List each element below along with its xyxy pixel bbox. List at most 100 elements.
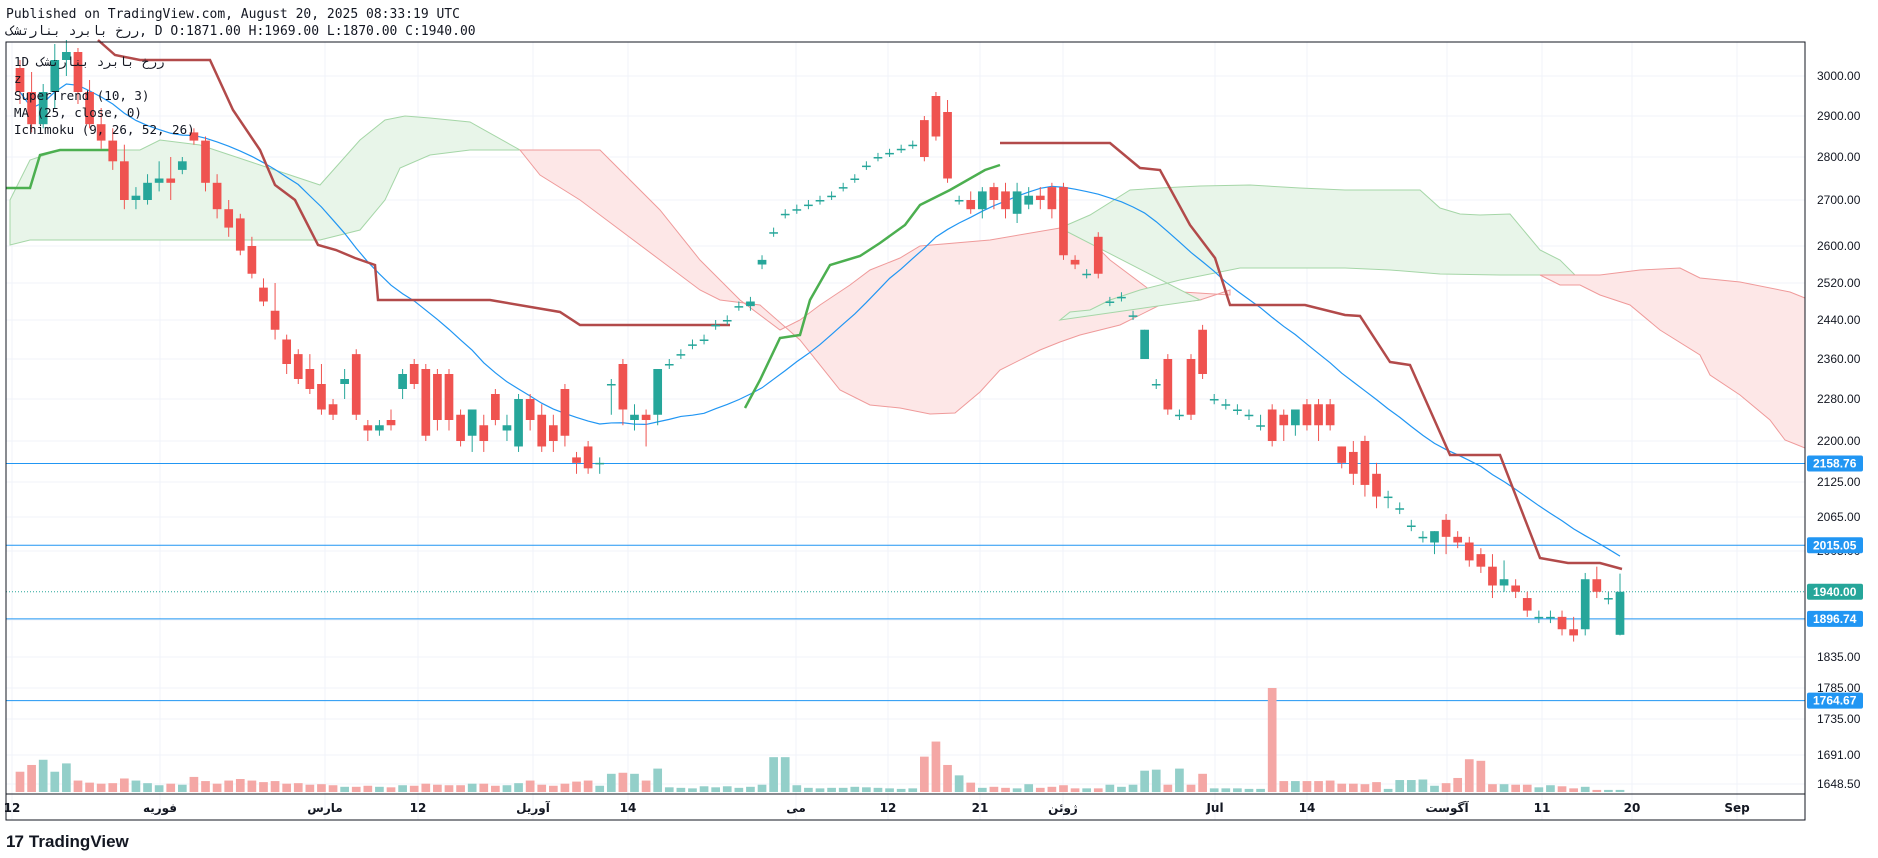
price-tag-label: 1896.74 [1813, 612, 1857, 626]
volume-bar [1395, 780, 1405, 792]
candle-body [1488, 566, 1497, 586]
volume-bar [1453, 777, 1463, 792]
time-tick-label: 14 [620, 801, 637, 815]
volume-bar [595, 785, 605, 792]
candle-body [769, 232, 778, 234]
candle-body [212, 182, 222, 210]
price-tag-label: 2015.05 [1813, 538, 1857, 552]
legend-line2: z [14, 71, 22, 86]
candle-body [27, 92, 36, 125]
volume-bar [966, 782, 976, 792]
candle-body [1348, 451, 1358, 474]
volume-bar [479, 783, 489, 792]
volume-bar [224, 780, 234, 792]
volume-bar [409, 785, 419, 792]
candle-body [780, 213, 790, 216]
price-tag-bg [1807, 692, 1863, 709]
candle-body [1175, 414, 1184, 417]
volume-bar [1325, 780, 1335, 792]
time-tick-label: 12 [880, 801, 897, 815]
volume-bar [1059, 785, 1068, 792]
candle-body [363, 425, 373, 431]
candle-body [746, 301, 755, 307]
volume-bar [804, 787, 813, 792]
legend-ma[interactable]: MA (25, close, 0) [14, 105, 142, 120]
candle-body [1001, 191, 1010, 210]
volume-bar [317, 784, 326, 792]
candle-body [108, 140, 118, 162]
time-tick-label: 20 [1624, 801, 1641, 815]
price-tick-label: 3000.00 [1817, 69, 1861, 83]
candle-body [224, 209, 234, 228]
time-tick-label: 14 [1299, 801, 1316, 815]
candle-body [537, 414, 547, 447]
candle-body [525, 399, 535, 420]
tradingview-logo[interactable]: 17 TradingView [6, 832, 129, 852]
candle-body [1314, 404, 1323, 426]
candle-body [943, 112, 952, 179]
volume-bar [62, 763, 71, 792]
volume-bar [1070, 788, 1080, 792]
legend-supertrend[interactable]: SuperTrend (10, 3) [14, 88, 150, 103]
time-tick-label: ژوئن [1048, 801, 1078, 816]
grid [6, 42, 1805, 820]
time-axis: 12 فوریه مارس 12 آوریل 14 می 12 21 ژوئن Jul 14 آگوست… [4, 800, 1750, 816]
volume-bar [583, 780, 593, 792]
candle-body [375, 425, 384, 431]
volume-bars [15, 688, 1625, 792]
candle-body [131, 195, 141, 200]
volume-bar [630, 773, 639, 792]
volume-bar [873, 787, 883, 792]
volume-bar [491, 785, 500, 792]
volume-bar [1348, 783, 1358, 792]
candle-body [1279, 414, 1289, 426]
candle-body [1522, 598, 1532, 611]
volume-bar [38, 759, 48, 792]
volume-bar [676, 787, 686, 792]
volume-bar [154, 785, 164, 792]
plot-frame [5, 41, 1806, 821]
price-tick-label: 2280.00 [1817, 392, 1861, 406]
volume-bar [769, 757, 778, 792]
volume-bar [1499, 784, 1509, 792]
time-tick-label: فوریه [143, 801, 177, 816]
candle-body [143, 182, 152, 200]
legend-symbol: 1D ررخ بابرد بنارتشک [14, 54, 165, 69]
ma-line [19, 83, 1621, 557]
volume-bar [1012, 788, 1022, 792]
candle-body [1093, 236, 1103, 274]
candle-body [177, 161, 187, 170]
candle-body [1198, 329, 1207, 374]
candle-body [676, 354, 686, 356]
volume-bar [1035, 787, 1045, 792]
candle-body [317, 384, 326, 410]
ichimoku-cloud [9, 115, 1806, 449]
time-tick-label: 12 [410, 801, 427, 815]
candle-body [1534, 616, 1544, 619]
volume-bar [1221, 788, 1231, 792]
candle-body [1430, 531, 1439, 543]
candle-body [502, 425, 512, 431]
volume-bar [780, 757, 790, 792]
candle-body [1024, 195, 1034, 205]
candle-body [896, 148, 906, 151]
volume-bar [1592, 789, 1602, 792]
candle-body [1395, 508, 1405, 510]
candle-body [1151, 384, 1161, 386]
candle-body [189, 132, 199, 141]
time-tick-label: 21 [972, 801, 989, 815]
volume-bar [1128, 784, 1138, 792]
legend-ichimoku[interactable]: Ichimoku (9, 26, 52, 26) [14, 122, 195, 137]
volume-bar [989, 786, 999, 792]
price-tick-label: 2900.00 [1817, 109, 1861, 123]
candle-body [1059, 187, 1068, 256]
candle-body [954, 200, 964, 202]
candle-body [1464, 542, 1474, 561]
candle-body [235, 218, 245, 251]
candle-body [827, 195, 836, 198]
candle-body [1012, 191, 1022, 214]
candle-body [38, 92, 48, 125]
ohlc-line: ررخ بابرد بنارتشک, D O:1871.00 H:1969.00… [6, 24, 476, 39]
volume-bar [386, 787, 396, 792]
